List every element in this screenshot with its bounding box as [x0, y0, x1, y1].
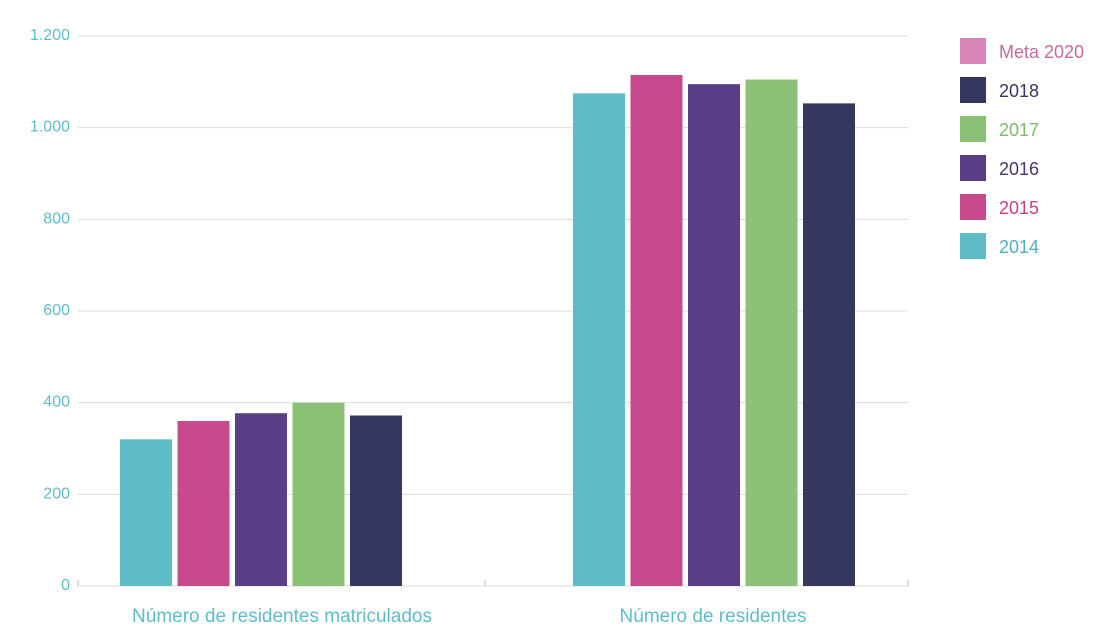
legend-swatch [960, 194, 986, 220]
legend-label: 2014 [999, 237, 1039, 257]
y-tick-label: 800 [43, 210, 70, 227]
y-tick-label: 600 [43, 302, 70, 319]
legend-label: Meta 2020 [999, 42, 1084, 62]
legend-swatch [960, 38, 986, 64]
category-labels: Número de residentes matriculados Número … [132, 606, 806, 627]
bar-2018-1 [350, 415, 402, 586]
legend-label: 2015 [999, 198, 1039, 218]
bar-2018-2 [803, 103, 855, 586]
y-tick-label: 1.200 [30, 27, 70, 44]
bar-2015-1 [177, 421, 230, 586]
y-tick-label: 400 [43, 394, 70, 411]
legend-swatch [960, 233, 986, 259]
bars [120, 74, 855, 587]
bar-2016-2 [688, 84, 740, 586]
legend-swatch [960, 116, 986, 142]
category-label: Número de residentes [620, 606, 807, 627]
bar-2014-1 [120, 439, 172, 586]
legend-swatch [960, 77, 986, 103]
legend-label: 2017 [999, 120, 1039, 140]
y-tick-label: 200 [43, 485, 70, 502]
y-tick-label: 0 [61, 577, 70, 594]
legend-label: 2016 [999, 159, 1039, 179]
bar-2017-1 [292, 402, 345, 586]
bar-2014-2 [573, 93, 625, 587]
category-label: Número de residentes matriculados [132, 606, 432, 627]
bar-2016-1 [235, 413, 287, 586]
bar-2017-2 [745, 79, 798, 587]
y-tick-label: 1.000 [30, 119, 70, 136]
bar-2015-2 [630, 74, 683, 586]
y-axis-ticks: 0 200 400 600 800 1.000 1.200 [30, 27, 70, 594]
legend-label: 2018 [999, 81, 1039, 101]
legend-swatch [960, 155, 986, 181]
legend: Meta 2020 2018 2017 2016 2015 2014 [960, 38, 1084, 259]
